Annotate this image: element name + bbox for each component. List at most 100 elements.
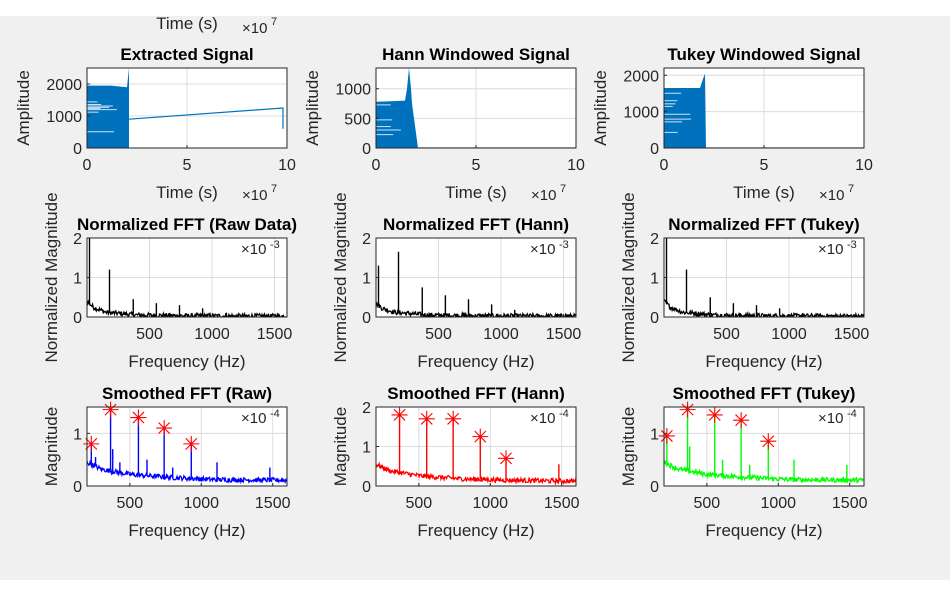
- x-tick-label: 1500: [546, 326, 582, 343]
- x-tick-label: 1000: [483, 326, 519, 343]
- peak-marker-stroke: [420, 412, 433, 425]
- x-exponent-base: ×10: [531, 187, 556, 204]
- cropped-top-axis-remnant: Time (s) ×10 7: [156, 14, 277, 37]
- x-tick-label: 500: [406, 495, 433, 512]
- peak-marker-stroke: [474, 430, 487, 443]
- cropped-xlabel: Time (s): [156, 14, 218, 33]
- peak-marker: [706, 406, 723, 423]
- y-exponent-power: -4: [847, 408, 857, 420]
- peak-marker: [445, 410, 462, 427]
- peak-marker: [156, 420, 173, 437]
- peak-marker-stroke: [447, 412, 460, 425]
- y-tick-label: 1000: [623, 105, 659, 122]
- y-exponent-power: -4: [559, 408, 569, 420]
- plot-area: [376, 68, 576, 148]
- peak-marker: [418, 410, 435, 427]
- x-axis-label: Frequency (Hz): [705, 521, 822, 540]
- x-exponent-power: 7: [560, 183, 566, 195]
- spectrum-line: [376, 461, 576, 486]
- y-tick-label: 0: [650, 141, 659, 158]
- x-tick-label: 10: [278, 157, 296, 174]
- peak-marker: [102, 401, 119, 418]
- x-exponent-power: 7: [848, 183, 854, 195]
- subplot-title: Tukey Windowed Signal: [667, 45, 860, 64]
- peak-marker: [83, 435, 100, 452]
- y-tick-label: 1000: [46, 109, 82, 126]
- x-tick-label: 10: [567, 157, 585, 174]
- x-tick-label: 500: [694, 495, 721, 512]
- subplot-hann-windowed-signal: 0 5 10 0 500 1000 ×10 7 Hann Windowed Signal Time…: [303, 45, 585, 204]
- y-exponent-base: ×10: [818, 241, 843, 258]
- x-tick-label: 1500: [255, 495, 291, 512]
- subplot-smoothed-fft-raw: 500 1000 1500 0 1 ×10 -4 Smoothed FFT (Raw) Freq…: [42, 384, 291, 540]
- y-exponent-power: -3: [559, 239, 569, 251]
- y-tick-label: 0: [73, 479, 82, 496]
- subplot-title: Normalized FFT (Tukey): [668, 215, 859, 234]
- y-axis-label: Amplitude: [591, 70, 610, 146]
- y-tick-label: 1: [73, 426, 82, 443]
- y-exponent-base: ×10: [818, 410, 843, 427]
- peak-marker-stroke: [500, 452, 512, 465]
- x-tick-label: 1500: [257, 326, 293, 343]
- y-exponent-base: ×10: [530, 241, 555, 258]
- x-tick-label: 1000: [472, 495, 508, 512]
- plot-area: [376, 414, 576, 486]
- x-tick-label: 1000: [771, 326, 807, 343]
- y-tick-label: 1: [650, 271, 659, 288]
- peak-marker: [498, 450, 514, 467]
- subplot-title: Normalized FFT (Hann): [383, 215, 569, 234]
- y-axis-label: Amplitude: [303, 70, 322, 146]
- x-tick-label: 1000: [194, 326, 230, 343]
- peak-marker-stroke: [660, 429, 673, 442]
- x-axis-label: Frequency (Hz): [128, 521, 245, 540]
- y-tick-label: 0: [73, 141, 82, 158]
- x-axis-label: Time (s): [733, 183, 795, 202]
- peak-marker: [130, 409, 147, 426]
- y-tick-label: 0: [73, 310, 82, 327]
- x-tick-label: 1000: [760, 495, 796, 512]
- spectrum-line: [664, 298, 864, 317]
- peak-marker: [733, 412, 750, 429]
- plot-area: [87, 409, 287, 485]
- x-tick-label: 0: [372, 157, 381, 174]
- x-tick-label: 5: [760, 157, 769, 174]
- x-tick-label: 500: [713, 326, 740, 343]
- y-exponent-base: ×10: [241, 241, 266, 258]
- subplot-tukey-windowed-signal: 0 5 10 0 1000 2000 ×10 7 Tukey Windowed Signal Ti…: [591, 45, 873, 204]
- y-exponent-power: -3: [847, 239, 857, 251]
- y-tick-label: 2: [362, 400, 371, 417]
- x-axis-label: Time (s): [445, 183, 507, 202]
- spectrum-line: [664, 460, 864, 485]
- x-axis-label: Frequency (Hz): [417, 521, 534, 540]
- subplot-title: Normalized FFT (Raw Data): [77, 215, 297, 234]
- y-axis-label: Normalized Magnitude: [42, 192, 61, 362]
- y-exponent-base: ×10: [530, 410, 555, 427]
- x-tick-label: 1000: [183, 495, 219, 512]
- peak-marker-stroke: [762, 435, 775, 448]
- cropped-x-exponent-power: 7: [271, 16, 277, 28]
- plot-area: [664, 73, 864, 148]
- x-axis-label: Frequency (Hz): [417, 352, 534, 371]
- y-axis-label: Normalized Magnitude: [331, 192, 350, 362]
- y-tick-label: 0: [650, 479, 659, 496]
- x-tick-label: 500: [117, 495, 144, 512]
- x-exponent-base: ×10: [242, 187, 267, 204]
- peak-marker-stroke: [104, 403, 117, 416]
- x-tick-label: 1500: [832, 495, 868, 512]
- signal-envelope: [87, 68, 129, 148]
- peak-marker: [658, 427, 675, 444]
- peak-marker-stroke: [158, 422, 171, 435]
- y-axis-label: Amplitude: [14, 70, 33, 146]
- y-axis-label: Magnitude: [331, 407, 350, 486]
- subplot-smoothed-fft-hann: 500 1000 1500 0 1 2 ×10 -4 Smoothed FFT (Hann) Fr…: [331, 384, 580, 540]
- y-axis-label: Magnitude: [42, 407, 61, 486]
- subplot-title: Hann Windowed Signal: [382, 45, 570, 64]
- x-tick-label: 500: [136, 326, 163, 343]
- subplot-title: Smoothed FFT (Raw): [102, 384, 272, 403]
- x-tick-label: 5: [183, 157, 192, 174]
- peak-marker-stroke: [85, 437, 98, 450]
- x-tick-label: 10: [855, 157, 873, 174]
- peak-marker: [391, 406, 408, 423]
- y-tick-label: 1000: [335, 82, 371, 99]
